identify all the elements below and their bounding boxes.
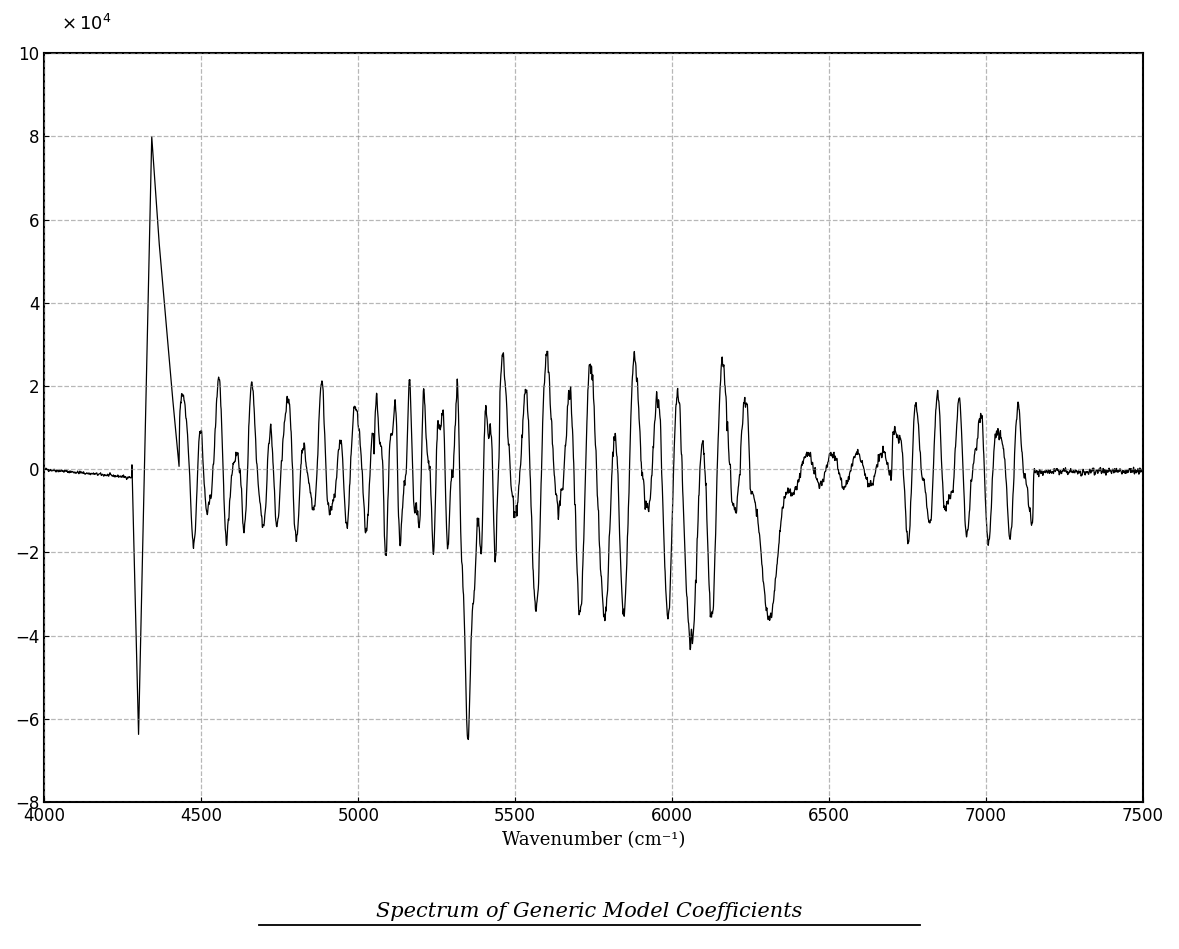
Text: $\times\,10^4$: $\times\,10^4$ bbox=[61, 14, 111, 34]
X-axis label: Wavenumber (cm⁻¹): Wavenumber (cm⁻¹) bbox=[502, 830, 685, 848]
Text: Spectrum of Generic Model Coefficients: Spectrum of Generic Model Coefficients bbox=[376, 902, 803, 921]
